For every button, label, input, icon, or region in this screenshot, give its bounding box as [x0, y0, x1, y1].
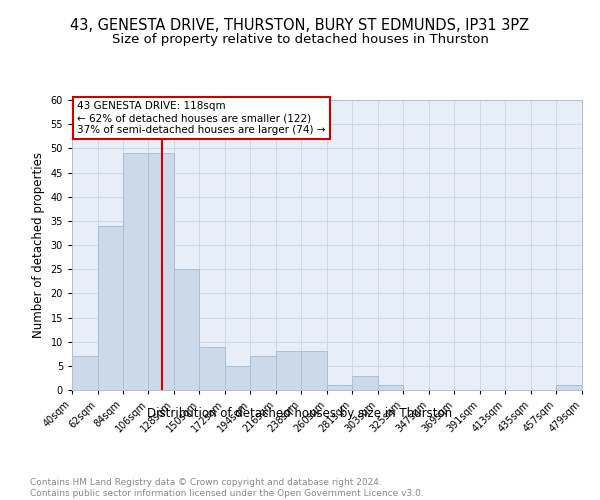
- Bar: [174, 269, 199, 390]
- Bar: [276, 352, 302, 390]
- Bar: [301, 352, 327, 390]
- Bar: [97, 226, 123, 390]
- Bar: [327, 385, 352, 390]
- Text: Size of property relative to detached houses in Thurston: Size of property relative to detached ho…: [112, 32, 488, 46]
- Text: Distribution of detached houses by size in Thurston: Distribution of detached houses by size …: [148, 408, 452, 420]
- Bar: [556, 385, 582, 390]
- Bar: [251, 356, 276, 390]
- Text: Contains HM Land Registry data © Crown copyright and database right 2024.
Contai: Contains HM Land Registry data © Crown c…: [30, 478, 424, 498]
- Text: 43 GENESTA DRIVE: 118sqm
← 62% of detached houses are smaller (122)
37% of semi-: 43 GENESTA DRIVE: 118sqm ← 62% of detach…: [77, 102, 326, 134]
- Bar: [352, 376, 378, 390]
- Bar: [378, 385, 403, 390]
- Bar: [225, 366, 251, 390]
- Text: 43, GENESTA DRIVE, THURSTON, BURY ST EDMUNDS, IP31 3PZ: 43, GENESTA DRIVE, THURSTON, BURY ST EDM…: [70, 18, 530, 32]
- Bar: [199, 346, 225, 390]
- Bar: [148, 153, 174, 390]
- Y-axis label: Number of detached properties: Number of detached properties: [32, 152, 45, 338]
- Bar: [123, 153, 148, 390]
- Bar: [72, 356, 97, 390]
